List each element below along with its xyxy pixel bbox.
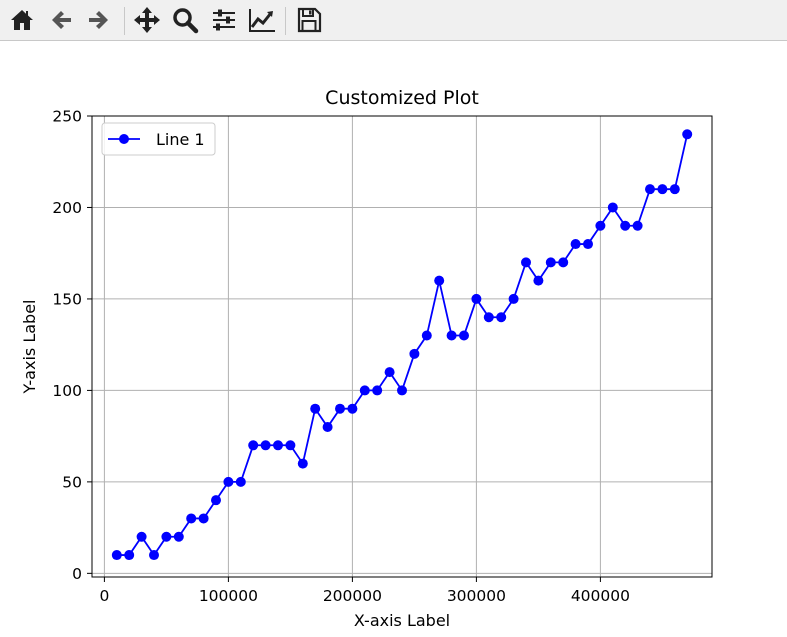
y-tick-label: 150 [52,290,82,308]
data-point [335,403,345,414]
data-point [421,330,432,341]
data-point [198,513,209,524]
pan-button[interactable] [131,4,163,36]
legend: Line 1 [101,122,216,156]
data-point [384,367,395,378]
data-point [347,403,358,414]
data-point [161,531,172,542]
y-tick-label: 50 [62,473,82,491]
magnifier-icon [173,8,199,34]
legend-box [101,122,216,156]
series-line [116,134,689,557]
y-tick-label: 100 [52,382,82,400]
data-point [471,293,482,304]
data-point [545,257,556,268]
x-tick-label: 300000 [447,587,506,605]
data-point [607,202,618,213]
data-point [297,458,308,469]
save-button[interactable] [293,4,325,36]
data-point [570,239,581,250]
data-point [595,220,606,231]
y-tick-label: 250 [52,108,82,126]
data-point [434,275,445,286]
data-point [111,550,122,561]
data-point [211,495,221,506]
move-icon [134,7,160,33]
data-point [372,385,383,396]
toolbar [0,0,787,41]
x-tick-label: 100000 [199,587,258,605]
arrow-left-icon [52,11,71,29]
legend-marker [119,134,129,144]
sliders-icon [213,9,235,31]
data-point [273,440,283,451]
data-point [136,531,147,542]
zoom-button[interactable] [169,4,201,36]
data-point [235,476,246,487]
x-tick-label: 0 [99,587,109,605]
data-point [397,385,407,396]
data-point [496,312,507,323]
figure-canvas: 0 100000 200000 300000 400000 0 50 100 150 200 250… [20,87,713,630]
home-icon [11,10,33,30]
y-tick-label: 0 [72,565,82,583]
series-layer [111,129,693,561]
data-point [149,550,159,561]
x-tick-label: 200000 [323,587,382,605]
data-point [124,550,135,561]
data-point [583,239,593,250]
data-point [508,293,519,304]
data-point [632,220,643,231]
line-chart-icon [249,9,275,32]
data-point [186,513,197,524]
data-point [409,348,420,359]
data-point [657,184,668,195]
data-point [558,257,569,268]
data-point [645,184,655,195]
data-point [173,531,184,542]
y-tick-label: 200 [52,199,82,217]
data-point [483,312,494,323]
back-button[interactable] [45,4,77,36]
toolbar-separator [124,7,125,35]
data-point [223,476,234,487]
data-point [521,257,531,268]
x-tick-label: 400000 [571,587,630,605]
chart-title: Customized Plot [325,87,479,109]
floppy-disk-icon [297,7,322,33]
arrow-right-icon [89,11,108,29]
data-point [359,385,370,396]
data-point [620,220,631,231]
data-point [533,275,544,286]
data-point [248,440,259,451]
forward-button[interactable] [83,4,115,36]
data-point [322,421,333,432]
edit-axes-button[interactable] [246,4,278,36]
home-button[interactable] [6,4,38,36]
grid [92,115,712,577]
toolbar-separator [285,7,286,35]
data-point [682,129,693,140]
legend-entry-label: Line 1 [156,130,205,149]
data-point [310,403,321,414]
x-axis-label: X-axis Label [354,611,450,630]
y-axis-label: Y-axis Label [20,300,39,395]
data-point [285,440,296,451]
data-point [669,184,680,195]
ticks: 0 100000 200000 300000 400000 0 50 100 150 200 250 [52,108,630,606]
data-point [260,440,271,451]
configure-subplots-button[interactable] [208,4,240,36]
data-point [446,330,457,341]
data-point [459,330,469,341]
axes-frame [91,115,713,578]
